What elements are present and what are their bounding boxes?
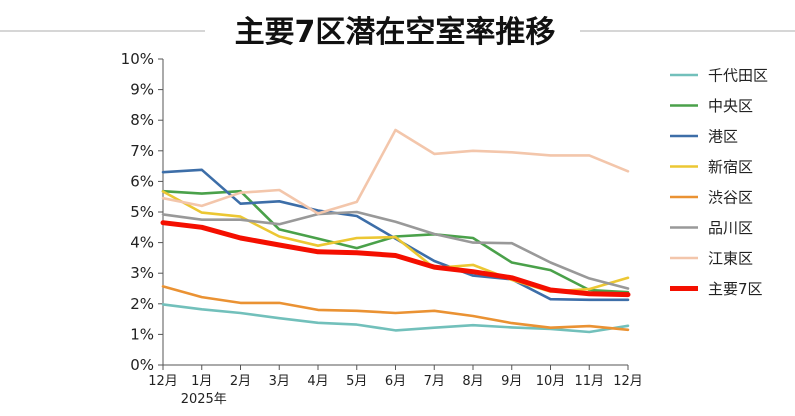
series-line-2 xyxy=(161,189,630,294)
y-tick-label: 1% xyxy=(130,325,154,343)
series-line-5 xyxy=(161,285,630,332)
chart-title: 主要7区潜在空室率推移 xyxy=(235,15,556,50)
legend-label: 主要7区 xyxy=(708,280,763,298)
x-tick-label: 8月 xyxy=(462,374,483,389)
y-tick-label: 8% xyxy=(130,111,154,129)
y-tick-label: 9% xyxy=(130,81,154,99)
legend-label: 港区 xyxy=(708,128,738,146)
x-tick-label: 4月 xyxy=(307,374,328,389)
legend-label: 中央区 xyxy=(708,97,753,115)
legend-label: 新宿区 xyxy=(708,158,753,176)
x-tick-label: 6月 xyxy=(385,374,406,389)
series-layer xyxy=(160,128,631,334)
y-axis: 0% 1% 2% 3% 4% 5% 6% 7% 8% 9% 10% xyxy=(121,50,164,374)
x-tick-label: 2月 xyxy=(230,374,251,389)
y-tick-label: 2% xyxy=(130,295,154,313)
y-tick-label: 6% xyxy=(130,172,154,190)
x-tick-label: 10月 xyxy=(536,374,566,389)
x-tick-label: 7月 xyxy=(424,374,445,389)
legend-label: 千代田区 xyxy=(708,67,768,85)
x-tick-label: 5月 xyxy=(346,374,367,389)
series-line-7 xyxy=(161,128,630,215)
legend-label: 江東区 xyxy=(708,250,753,268)
x-tick-label: 11月 xyxy=(574,374,604,389)
y-tick-label: 3% xyxy=(130,264,154,282)
x-tick-label: 12月 xyxy=(148,374,178,389)
y-tick-label: 0% xyxy=(130,356,154,374)
x-tick-label: 12月 xyxy=(613,374,643,389)
series-line-6 xyxy=(161,210,630,290)
y-tick-label: 5% xyxy=(130,203,154,221)
y-tick-label: 10% xyxy=(121,50,154,68)
x-tick-label: 9月 xyxy=(501,374,522,389)
legend-label: 品川区 xyxy=(708,219,753,237)
series-line-4 xyxy=(161,190,630,293)
x-tick-label: 1月 xyxy=(191,374,212,389)
legend-label: 渋谷区 xyxy=(708,189,753,207)
x-tick-label: 3月 xyxy=(269,374,290,389)
y-tick-label: 4% xyxy=(130,234,154,252)
series-line-8 xyxy=(160,220,631,298)
y-tick-label: 7% xyxy=(130,142,154,160)
year-label: 2025年 xyxy=(181,392,227,407)
